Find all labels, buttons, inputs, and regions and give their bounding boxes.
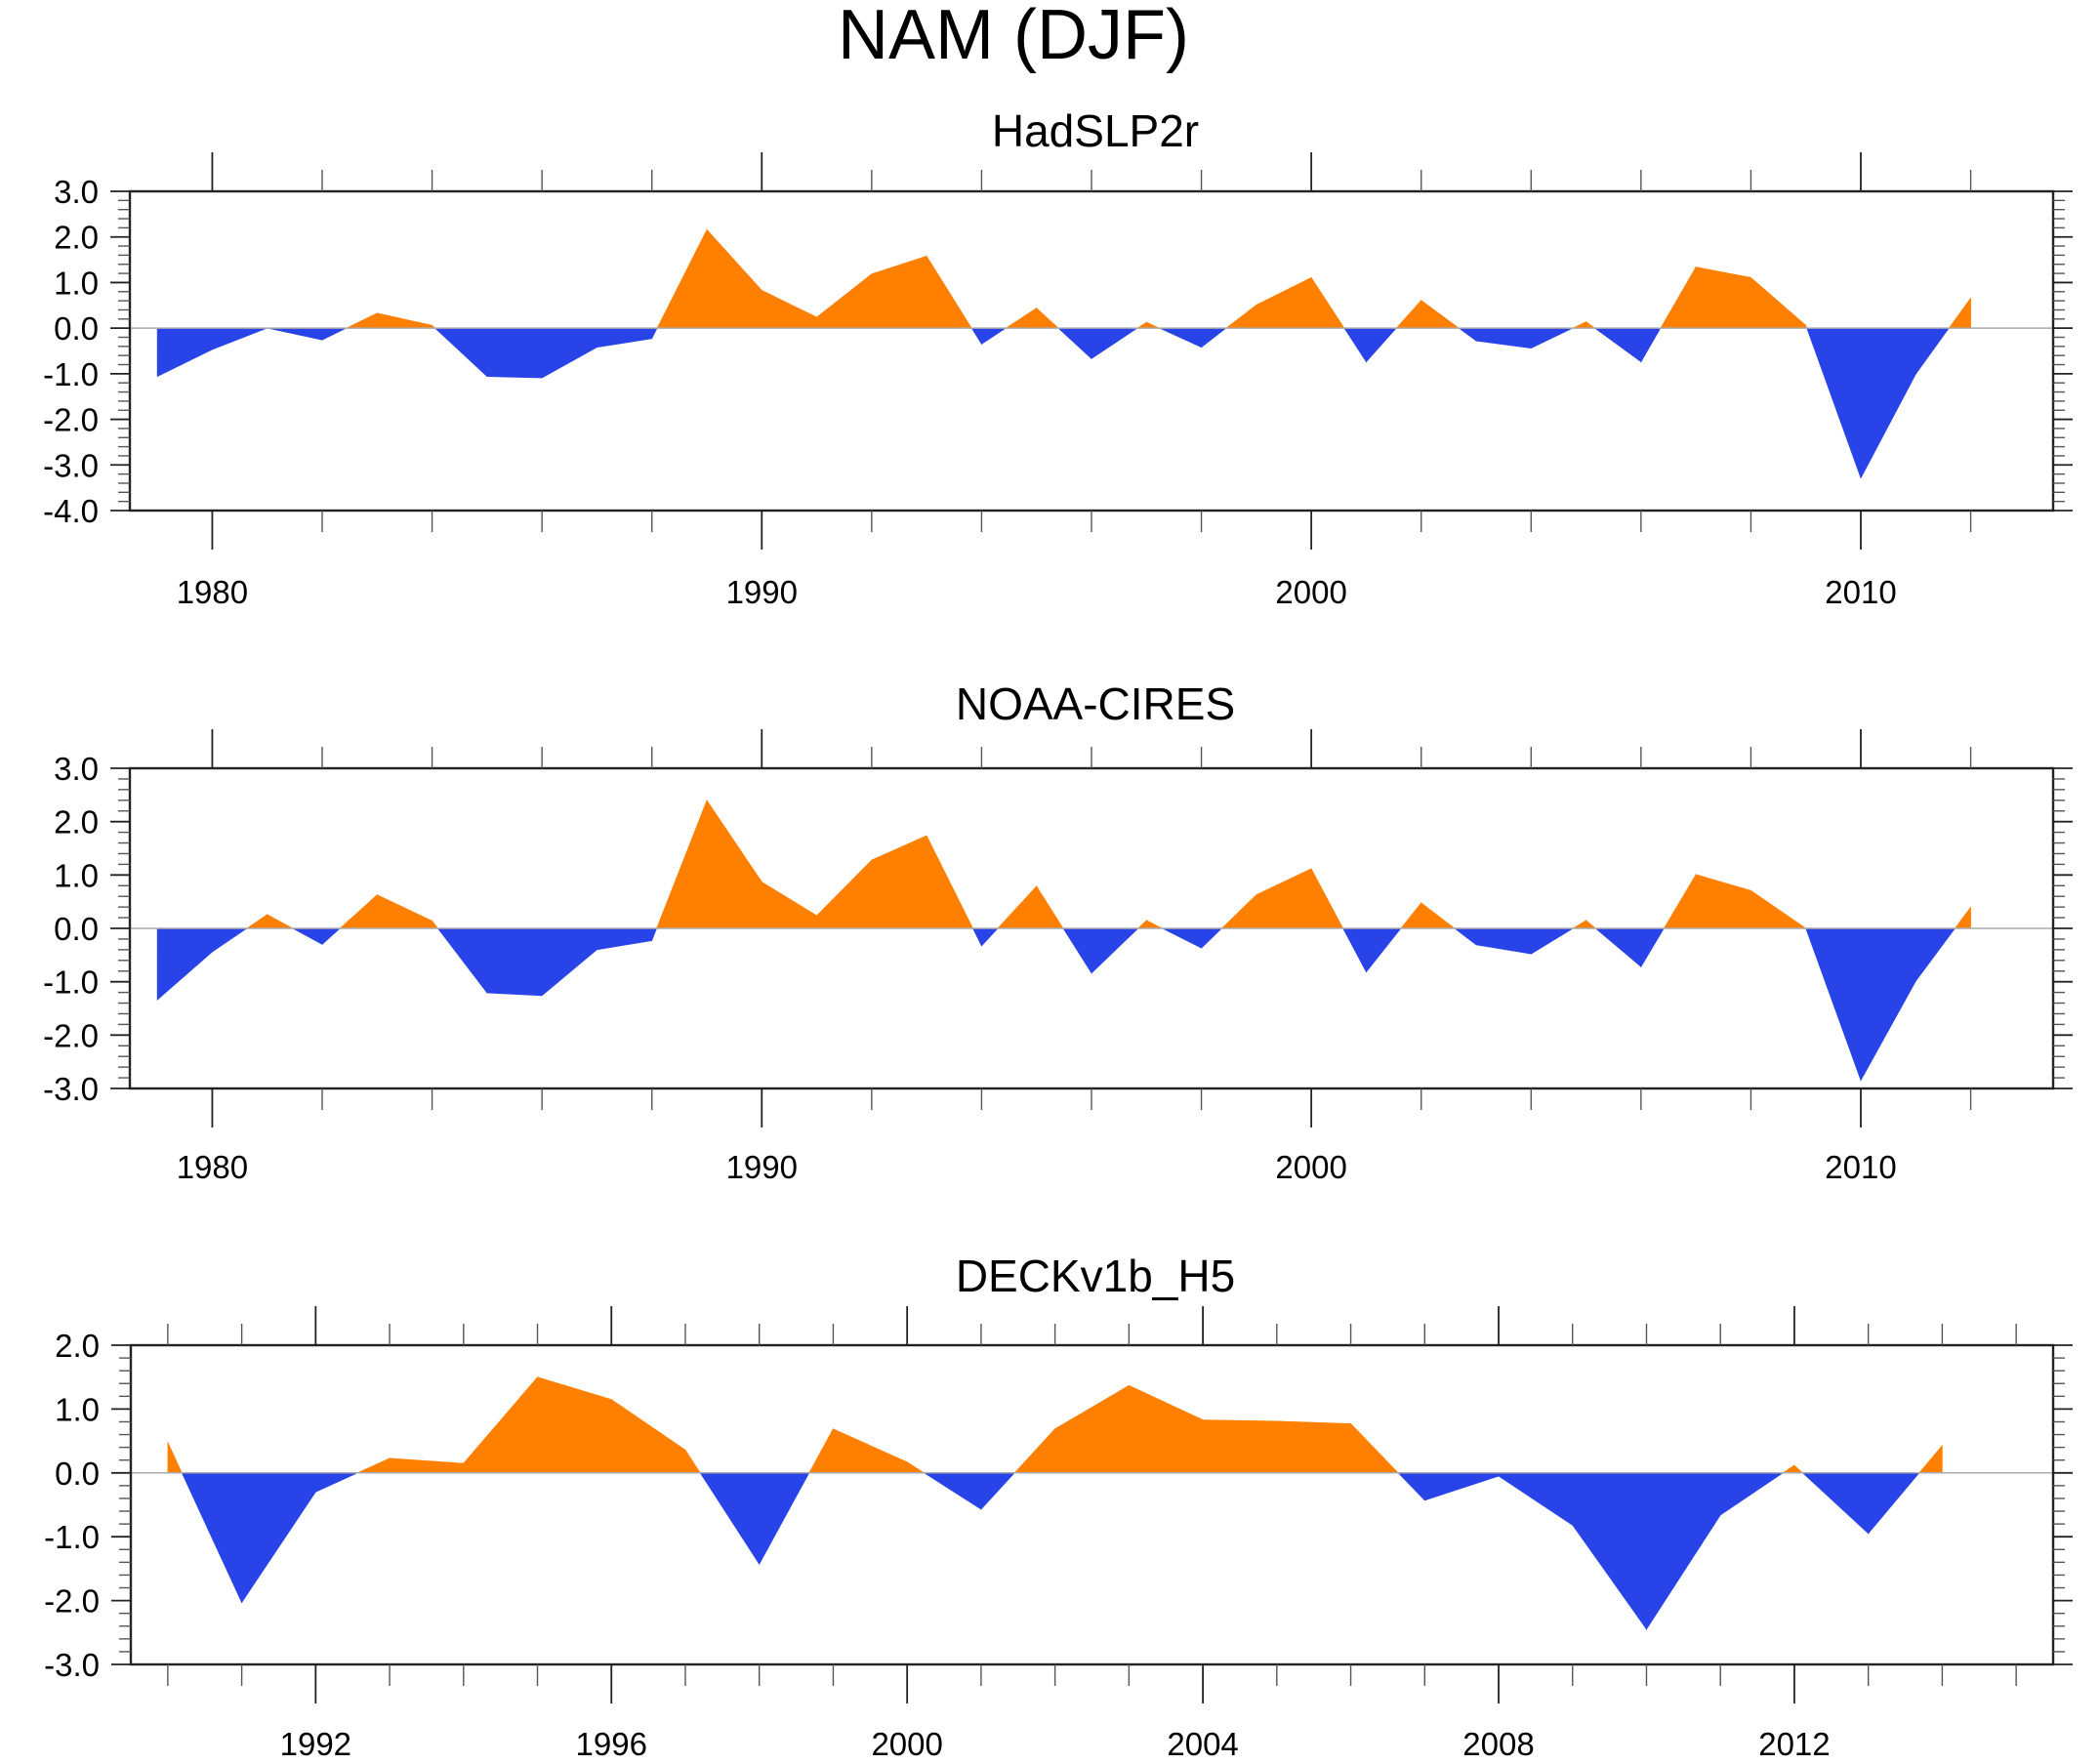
positive-area-segment [1202, 1419, 1278, 1474]
y-tick-label: 1.0 [54, 857, 99, 893]
main-title: NAM (DJF) [838, 0, 1189, 74]
y-tick-label: 1.0 [54, 265, 99, 301]
panel-noaa-cires: NOAA-CIRES 3.0 2.0 1.0 0.0 -1.0 -2.0 -3.0 1980 1… [43, 678, 2073, 1185]
x-tick-label: 2004 [1167, 1726, 1238, 1762]
panel-hadslp2r: HadSLP2r 3.0 2.0 1.0 0.0 -1.0 -2.0 -3.0 -4.0 198… [43, 105, 2073, 610]
y-tick-label: -1.0 [44, 1519, 100, 1555]
plot-frame [129, 1343, 2055, 1666]
y-tick-label: 2.0 [54, 804, 99, 841]
x-tick-label: 2010 [1825, 1149, 1896, 1185]
panel-title: NOAA-CIRES [956, 678, 1235, 729]
x-tick-label: 1990 [726, 574, 798, 610]
y-tick-label: -1.0 [43, 356, 99, 392]
y-tick-label: 0.0 [55, 1456, 100, 1492]
x-tick-label: 2000 [871, 1726, 942, 1762]
y-tick-label: 3.0 [54, 174, 99, 210]
x-tick-label: 1996 [576, 1726, 647, 1762]
y-tick-label: 0.0 [54, 310, 99, 347]
axes: 2.0 1.0 0.0 -1.0 -2.0 -3.0 1992 1996 2000 2004 200… [44, 1306, 2073, 1762]
x-tick-label: 2000 [1275, 1149, 1346, 1185]
x-tick-label: 2012 [1758, 1726, 1830, 1762]
y-tick-label: 3.0 [54, 751, 99, 787]
y-tick-label: 2.0 [54, 220, 99, 256]
negative-area-segment [486, 327, 543, 379]
y-tick-label: -2.0 [43, 1017, 99, 1053]
y-tick-label: 1.0 [55, 1391, 100, 1427]
positive-area-segment [1695, 267, 1751, 329]
panel-title: HadSLP2r [992, 105, 1199, 156]
y-tick-label: -4.0 [43, 493, 99, 529]
y-tick-label: 2.0 [55, 1328, 100, 1364]
x-tick-label: 1980 [177, 574, 248, 610]
y-tick-label: 0.0 [54, 911, 99, 947]
positive-area-segment [1276, 1420, 1351, 1474]
area-marks [167, 1375, 1943, 1631]
panel-title: DECKv1b_H5 [956, 1251, 1235, 1301]
y-tick-label: -2.0 [43, 402, 99, 438]
x-tick-label: 1992 [280, 1726, 351, 1762]
x-tick-label: 1990 [726, 1149, 798, 1185]
y-tick-label: -1.0 [43, 964, 99, 1001]
x-tick-label: 2010 [1825, 574, 1896, 610]
x-tick-label: 2008 [1462, 1726, 1534, 1762]
panel-deckv1b-h5: DECKv1b_H5 2.0 1.0 0.0 -1.0 -2.0 -3.0 1992 1996… [44, 1251, 2073, 1762]
axes: 3.0 2.0 1.0 0.0 -1.0 -2.0 -3.0 -4.0 1980 1990 2000… [43, 152, 2073, 610]
y-tick-label: -3.0 [44, 1647, 100, 1683]
axes: 3.0 2.0 1.0 0.0 -1.0 -2.0 -3.0 1980 1990 2000 2010 [43, 729, 2073, 1185]
x-tick-label: 2000 [1275, 574, 1346, 610]
y-tick-label: -3.0 [43, 447, 99, 483]
y-tick-label: -3.0 [43, 1071, 99, 1107]
area-marks [156, 228, 1971, 478]
x-tick-label: 1980 [177, 1149, 248, 1185]
y-tick-label: -2.0 [44, 1583, 100, 1620]
negative-area-segment [486, 927, 543, 997]
